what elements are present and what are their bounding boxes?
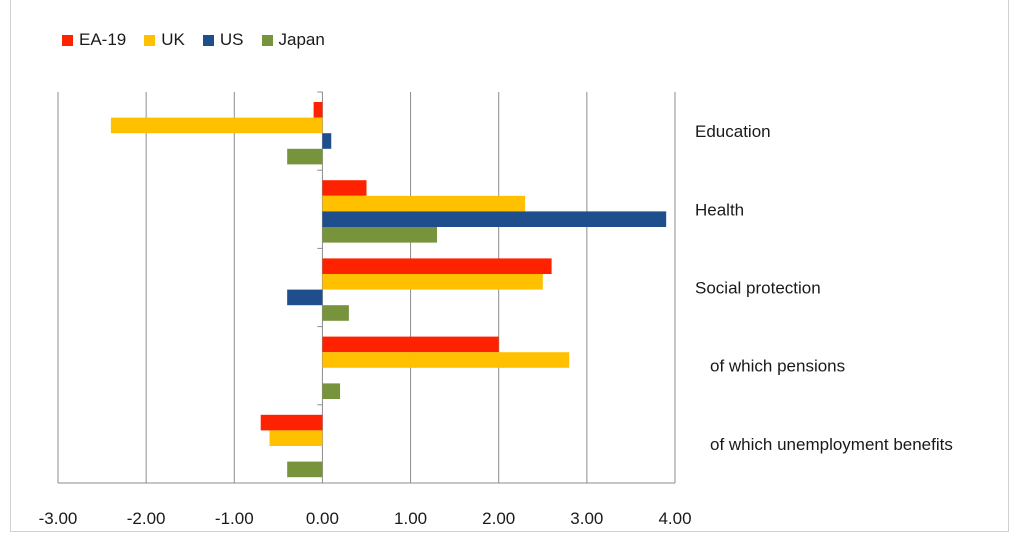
bar-ea-19-2 [322, 258, 552, 274]
legend-label-ea19: EA-19 [79, 30, 127, 49]
bar-us-2 [287, 289, 323, 306]
bar-japan-3 [322, 383, 341, 399]
bar-uk-3 [322, 352, 570, 368]
bar-uk-4 [269, 430, 323, 446]
bar-ea-19-1 [322, 180, 367, 196]
category-label: of which pensions [710, 357, 845, 376]
bar-ea-19-0 [313, 102, 323, 118]
legend-swatch-japan [261, 34, 273, 46]
legend-item-ea19: EA-19 [62, 30, 126, 50]
bar-ea-19-4 [260, 414, 323, 431]
x-tick-label: 1.00 [394, 509, 427, 528]
category-label: Social protection [695, 279, 821, 298]
bar-japan-0 [287, 148, 323, 165]
legend-item-us: US [202, 30, 244, 50]
x-tick-label: 3.00 [570, 509, 603, 528]
x-tick-label: 0.00 [306, 509, 339, 528]
bar-us-0 [322, 133, 332, 149]
x-tick-label: -3.00 [39, 509, 78, 528]
legend-label-us: US [219, 30, 244, 49]
x-tick-label: -1.00 [215, 509, 254, 528]
bar-japan-1 [322, 227, 438, 243]
bar-uk-0 [110, 117, 323, 134]
bar-uk-1 [322, 195, 526, 212]
category-label: Education [695, 122, 771, 141]
chart-frame [10, 0, 1009, 532]
bar-uk-2 [322, 274, 543, 290]
bar-us-1 [322, 211, 667, 227]
category-label: of which unemployment benefits [710, 435, 953, 454]
legend: EA-19 UK US Japan [62, 30, 325, 50]
bar-japan-4 [287, 461, 323, 478]
bar-ea-19-3 [322, 336, 499, 353]
bar-japan-2 [322, 305, 349, 321]
legend-swatch-uk [144, 34, 156, 46]
legend-swatch-us [202, 34, 214, 46]
x-tick-label: 2.00 [482, 509, 515, 528]
legend-item-uk: UK [144, 30, 185, 50]
legend-label-uk: UK [161, 30, 185, 49]
legend-label-japan: Japan [278, 30, 325, 49]
x-tick-label: -2.00 [127, 509, 166, 528]
legend-swatch-ea19 [62, 34, 73, 46]
category-label: Health [695, 200, 744, 219]
x-tick-label: 4.00 [658, 509, 691, 528]
legend-item-japan: Japan [261, 30, 325, 50]
